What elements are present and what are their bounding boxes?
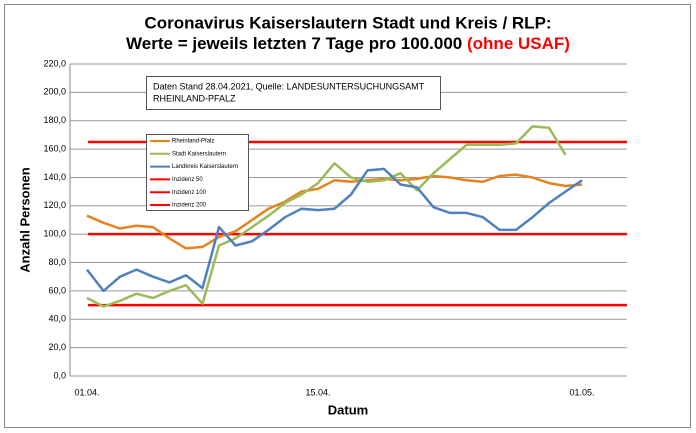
y-tick-label: 120,0	[43, 200, 66, 210]
legend-label: Inzidenz 100	[172, 190, 207, 196]
series-line	[86, 167, 583, 293]
y-tick-label: 200,0	[43, 87, 66, 97]
x-tick-label: 01.05.	[569, 387, 594, 397]
legend-label: Rheinland-Pfalz	[172, 139, 214, 145]
annotation-box	[146, 76, 441, 110]
y-tick-label: 60,0	[48, 285, 66, 295]
y-tick-label: 40,0	[48, 314, 66, 324]
y-tick-label: 180,0	[43, 115, 66, 125]
x-tick-label: 01.04.	[74, 387, 99, 397]
annotation-text: RHEINLAND-PFALZ	[153, 93, 236, 103]
y-tick-label: 220,0	[43, 58, 66, 68]
series-line	[86, 125, 567, 308]
y-tick-label: 100,0	[43, 229, 66, 239]
y-tick-label: 0,0	[53, 370, 66, 380]
y-tick-label: 160,0	[43, 143, 66, 153]
legend-label: Inzidenz 200	[172, 203, 207, 209]
legend-box	[146, 134, 249, 211]
y-tick-label: 20,0	[48, 342, 66, 352]
chart-subtitle: Werte = jeweils letzten 7 Tage pro 100.0…	[126, 34, 570, 53]
y-tick-label: 140,0	[43, 172, 66, 182]
y-tick-label: 80,0	[48, 257, 66, 267]
legend-label: Landkreis Kaiserslautern	[172, 164, 238, 170]
subtitle-highlight: (ohne USAF)	[467, 34, 570, 53]
legend-label: Stadt Kaiserslautern	[172, 151, 226, 157]
chart-frame	[4, 4, 691, 428]
legend-label: Inzidenz 50	[172, 177, 203, 183]
chart-title: Coronavirus Kaiserslautern Stadt und Kre…	[144, 13, 551, 32]
annotation-text: Daten Stand 28.04.2021, Quelle: LANDESUN…	[153, 81, 425, 91]
series-line	[86, 173, 583, 250]
x-tick-label: 15.04.	[305, 387, 330, 397]
x-axis-label: Datum	[328, 402, 368, 417]
subtitle-text: Werte = jeweils letzten 7 Tage pro 100.0…	[126, 34, 462, 53]
y-axis-label: Anzahl Personen	[17, 167, 32, 273]
